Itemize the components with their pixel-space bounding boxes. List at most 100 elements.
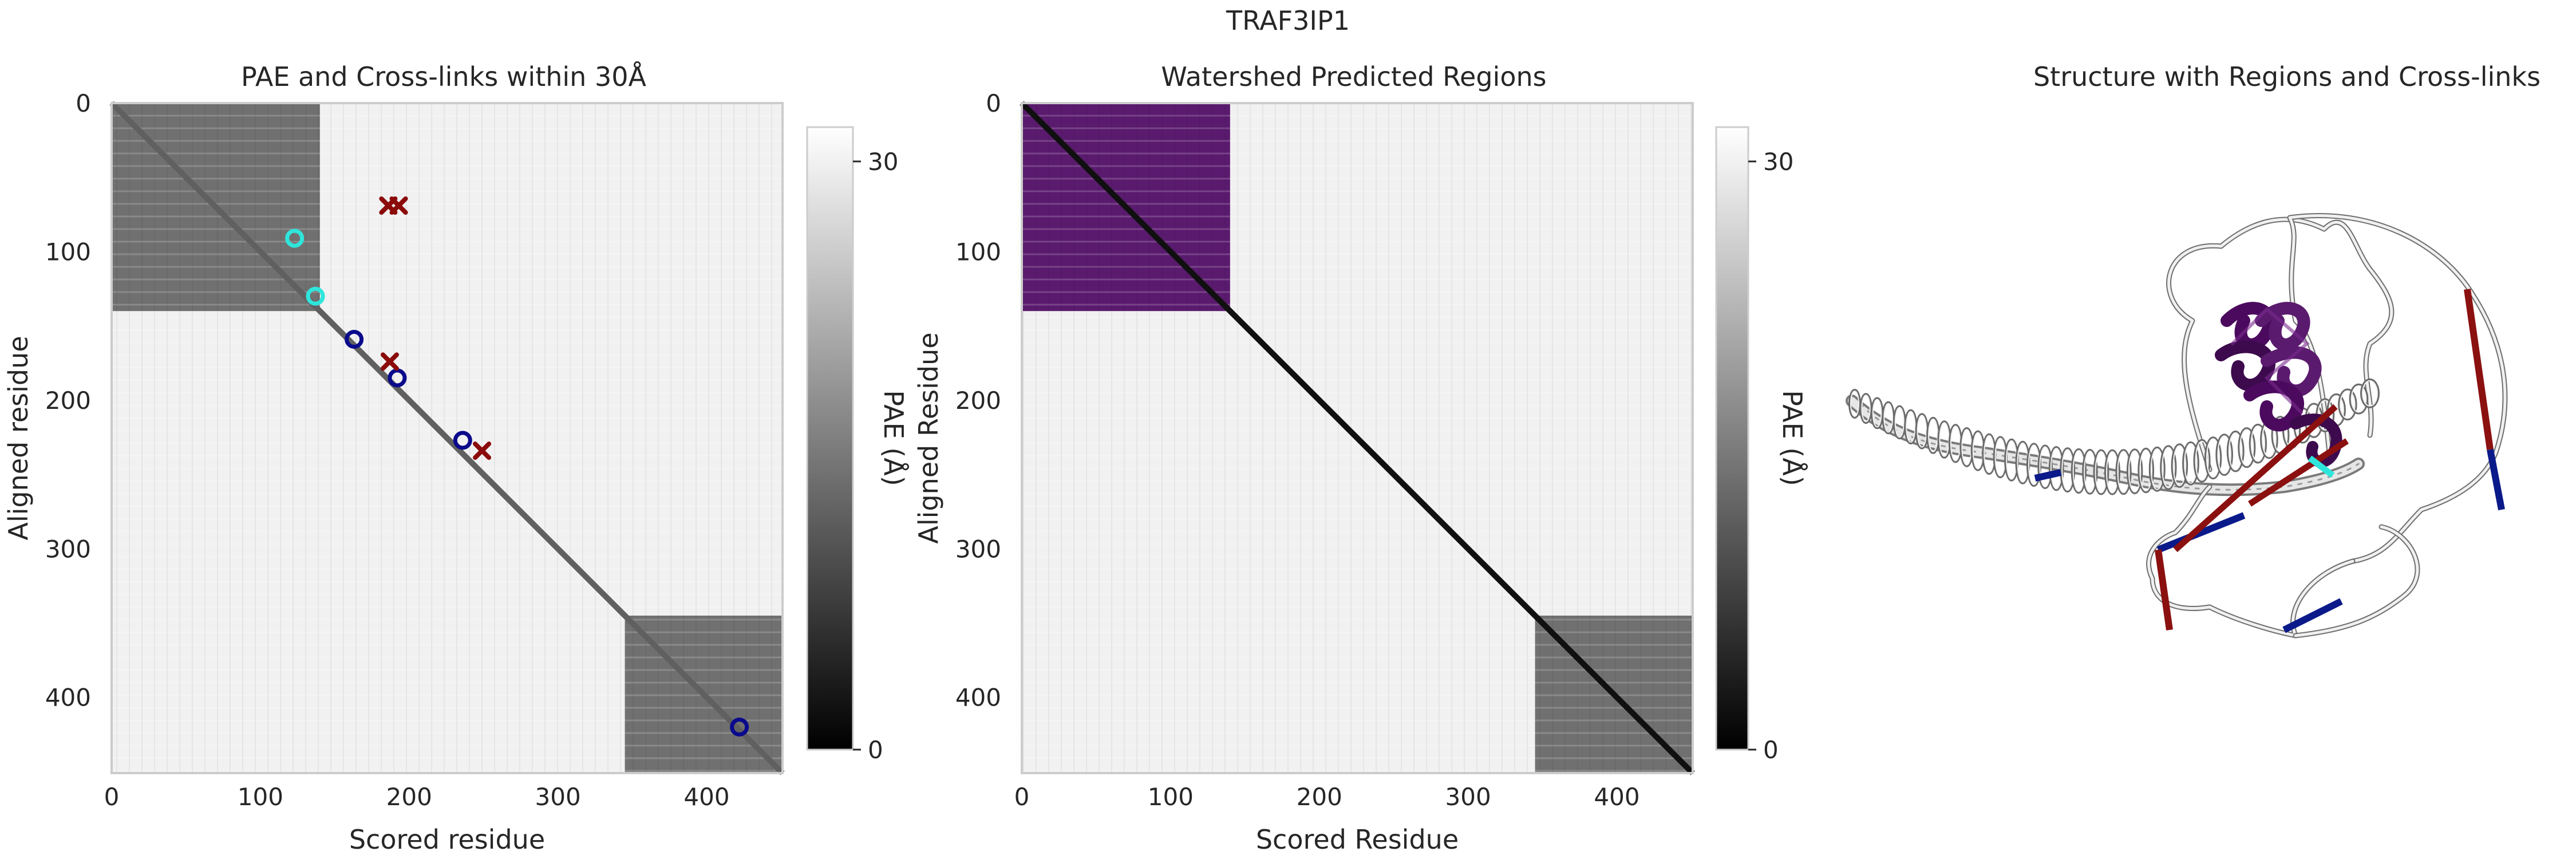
helix-turn-highlight: [1850, 391, 1859, 417]
panel2-frame: [1021, 102, 1694, 774]
helix-coil: [1848, 378, 2380, 495]
panel2-colorbar-label: PAE (Å): [1777, 390, 1808, 486]
y-tick-label: 200: [955, 387, 1001, 415]
figure-title: TRAF3IP1: [1226, 5, 1350, 36]
panel1-colorbar-ticks: 0 30: [853, 148, 898, 764]
diagonal-band: [1020, 101, 1695, 775]
helix-turn: [2138, 447, 2155, 494]
helix-turn-highlight: [1883, 403, 1894, 433]
panel1-y-ticks: 0 100 200 300 400: [45, 89, 91, 712]
panel3-title: Structure with Regions and Cross-links: [2033, 61, 2541, 92]
y-tick-label: 300: [955, 535, 1001, 563]
watershed-panel: Watershed Predicted Regions 0 100 200 300 40…: [913, 61, 1808, 855]
colorbar-tick-label: 0: [868, 736, 883, 764]
colorbar-tick-label: 0: [1763, 736, 1779, 764]
pae-crosslink-panel: PAE and Cross-links within 30Å 0 100 200 30…: [3, 61, 909, 855]
helix-turn: [2204, 436, 2222, 480]
helix-turn-highlight: [2362, 380, 2378, 407]
panel2-title: Watershed Predicted Regions: [1161, 61, 1546, 92]
panel2-x-ticks: 0 100 200 300 400: [1014, 783, 1640, 811]
helix-turn: [2171, 443, 2188, 488]
panel2-colorbar-frame: [1715, 126, 1749, 751]
helix-turn: [2226, 430, 2245, 472]
x-tick-label: 400: [1594, 783, 1639, 811]
crosslink-circle: [306, 286, 325, 306]
x-tick-label: 200: [386, 783, 432, 811]
y-tick-label: 400: [955, 684, 1001, 712]
crosslink-x-stroke: [380, 352, 399, 371]
y-tick-label: 200: [45, 387, 91, 415]
crosslink-x: [389, 196, 408, 215]
panel1-y-label: Aligned residue: [3, 336, 34, 540]
helix-turn-highlight: [2150, 448, 2164, 490]
panel1-x-ticks: 0 100 200 300 400: [104, 783, 730, 811]
helix-turn-highlight: [2340, 390, 2356, 419]
helix-turn: [2349, 383, 2369, 415]
helix-turn: [2060, 447, 2076, 493]
panel1-colorbar-label: PAE (Å): [878, 390, 909, 486]
crosslink-x: [380, 352, 399, 371]
panel2-colorbar-ticks: 0 30: [1748, 148, 1793, 764]
x-tick-label: 100: [238, 783, 283, 811]
helix-turn: [2160, 445, 2177, 490]
panel2-x-label: Scored Residue: [1256, 824, 1459, 855]
crosslink-x-stroke: [473, 442, 492, 460]
y-tick-label: 100: [955, 238, 1001, 266]
region-cluster: [2215, 302, 2342, 468]
x-tick-label: 100: [1148, 783, 1194, 811]
y-tick-label: 100: [45, 238, 91, 266]
x-tick-label: 300: [1445, 783, 1491, 811]
helix-turn: [2215, 434, 2233, 476]
panel2-heatmap: [1020, 101, 1695, 775]
panel1-crosslink-markers: [285, 196, 749, 737]
y-tick-label: 0: [986, 89, 1001, 117]
crosslinks: [2034, 289, 2505, 633]
helix-turn: [2126, 448, 2143, 494]
helix-turn-highlight: [1917, 415, 1927, 448]
helix-turn-highlight: [2139, 449, 2153, 492]
colorbar-tick-label: 30: [868, 148, 898, 176]
helix-turn-highlight: [2228, 432, 2243, 471]
helix-turn-highlight: [1861, 395, 1871, 423]
panel1-heatmap: [109, 101, 785, 775]
helix-turn: [2360, 378, 2380, 408]
panel1-colorbar: [807, 127, 853, 750]
helix-turn: [2148, 446, 2166, 492]
diagonal-band: [109, 101, 785, 775]
helix-turn-highlight: [2217, 435, 2231, 475]
helix-turn: [2104, 449, 2120, 495]
x-tick-label: 400: [683, 783, 729, 811]
helix-turn: [2093, 449, 2109, 495]
helix-turn: [2238, 427, 2256, 468]
helix-turn: [2249, 423, 2267, 464]
helix-turn-highlight: [2195, 440, 2209, 481]
crosslink-circle: [285, 228, 305, 248]
panel1-x-label: Scored residue: [349, 824, 545, 855]
helix-turn-highlight: [2206, 438, 2221, 478]
helix-turn-highlight: [2128, 450, 2142, 492]
helix-turn-highlight: [1894, 407, 1905, 438]
x-tick-label: 0: [1014, 783, 1030, 811]
crosslink-x: [473, 442, 492, 460]
helix-turn: [2071, 448, 2087, 494]
crosslink-x-stroke: [389, 196, 408, 215]
helix-turn-highlight: [2172, 445, 2187, 486]
helix-turn: [2182, 441, 2199, 486]
helix-turn-highlight: [1872, 399, 1882, 428]
panel1-colorbar-frame: [806, 126, 854, 751]
crosslink-circle: [730, 718, 749, 737]
helix-turn: [2193, 439, 2211, 483]
crosslink-circle: [345, 329, 364, 349]
helix-turn: [2338, 388, 2357, 421]
crosslink-circle: [453, 431, 472, 450]
panel2-y-label: Aligned Residue: [913, 332, 944, 543]
x-tick-label: 200: [1297, 783, 1342, 811]
helix-turn-highlight: [2162, 447, 2175, 488]
y-tick-label: 400: [45, 684, 91, 712]
helix-turn: [2048, 446, 2064, 491]
helix-turn-highlight: [1906, 411, 1916, 443]
structure-panel: Structure with Regions and Cross-links: [1846, 61, 2541, 639]
y-tick-label: 300: [45, 535, 91, 563]
structure-backbone: [1846, 213, 2508, 639]
